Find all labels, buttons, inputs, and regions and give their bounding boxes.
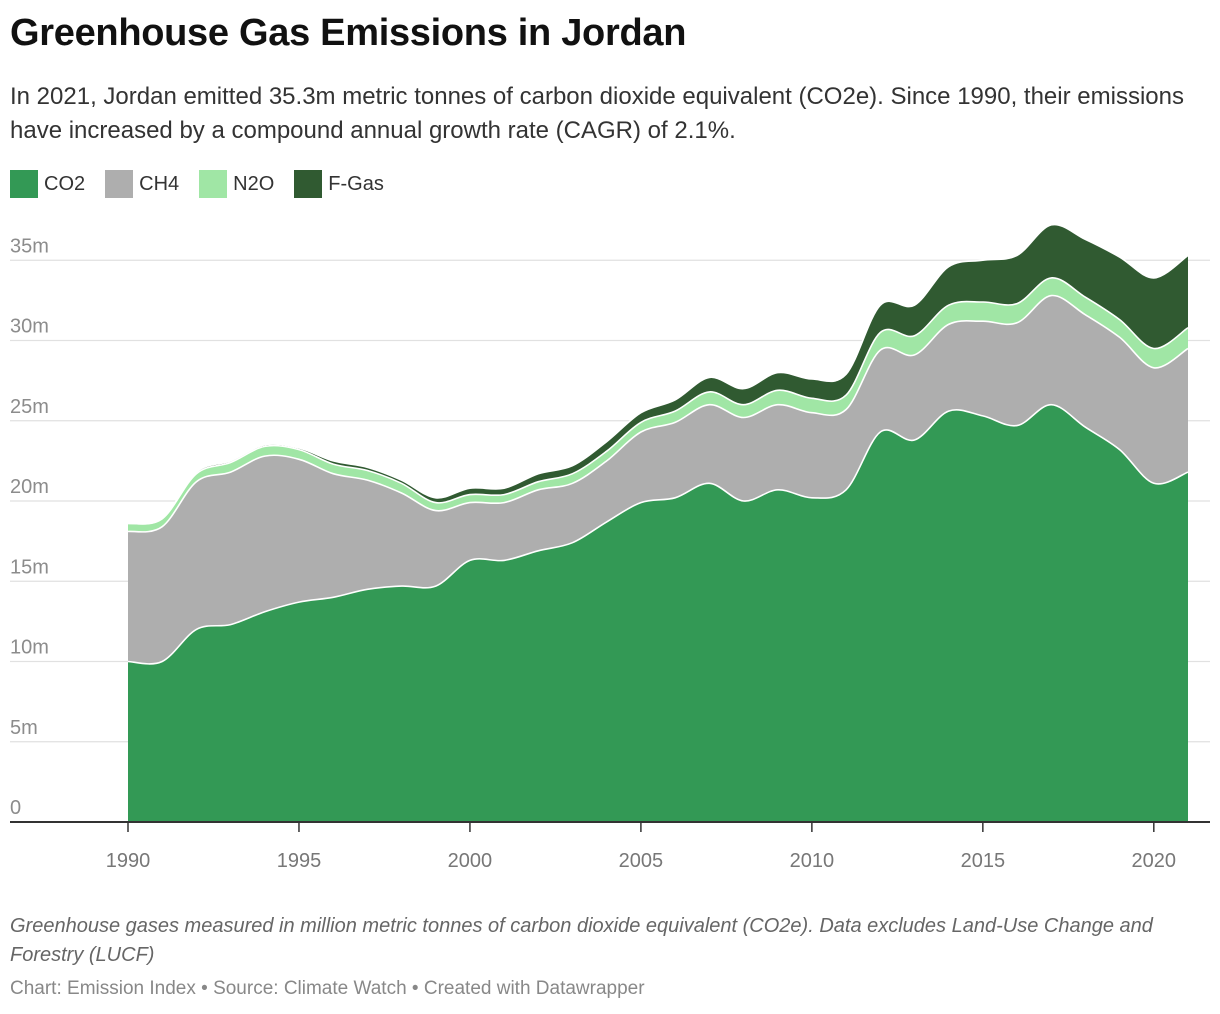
legend-item-fgas: F-Gas	[294, 170, 384, 198]
area-co2	[128, 404, 1188, 822]
area-chart: 0 5m 10m 15m 20m 25m 30m 35m 1990 1995 2000 2005 201…	[10, 223, 1210, 872]
y-tick-label: 20m	[10, 476, 49, 498]
y-tick-label: 0	[10, 797, 21, 819]
legend-swatch-co2	[10, 170, 38, 198]
y-axis-labels: 0 5m 10m 15m 20m 25m 30m 35m	[10, 235, 49, 819]
x-tick-label: 2000	[448, 850, 493, 872]
x-tick-label: 2020	[1132, 850, 1177, 872]
area-fgas	[128, 224, 1188, 524]
area-ch4	[128, 295, 1188, 664]
area-series	[128, 224, 1188, 822]
legend-swatch-ch4	[105, 170, 134, 198]
separator-ch4	[127, 294, 1189, 533]
x-tick-label: 1995	[277, 850, 322, 872]
area-n2o	[128, 277, 1188, 532]
legend-swatch-n2o	[199, 170, 228, 198]
y-tick-label: 5m	[10, 717, 38, 739]
chart-notes: Greenhouse gases measured in million met…	[10, 915, 1153, 966]
y-tick-label: 30m	[10, 316, 49, 338]
y-tick-label: 25m	[10, 396, 49, 418]
x-tick-label: 2005	[619, 850, 664, 872]
legend-item-ch4: CH4	[105, 170, 179, 198]
legend-label-fgas: F-Gas	[328, 172, 384, 195]
legend-swatch-fgas	[294, 170, 323, 198]
legend: CO2 CH4 N2O F-Gas	[10, 170, 404, 198]
separator-co2	[127, 403, 1189, 665]
layer-separators	[127, 223, 1189, 665]
legend-item-co2: CO2	[10, 170, 85, 198]
legend-item-n2o: N2O	[199, 170, 274, 198]
y-tick-label: 35m	[10, 235, 49, 257]
legend-label-n2o: N2O	[233, 172, 275, 195]
x-axis-labels: 1990 1995 2000 2005 2010 2015 2020	[106, 822, 1176, 872]
legend-label-co2: CO2	[44, 172, 86, 195]
x-tick-label: 2010	[790, 850, 835, 872]
chart-subtitle: In 2021, Jordan emitted 35.3m metric ton…	[10, 83, 1184, 144]
legend-label-ch4: CH4	[139, 172, 180, 195]
x-tick-label: 1990	[106, 850, 151, 872]
chart-byline: Chart: Emission Index • Source: Climate …	[10, 978, 645, 999]
x-tick-label: 2015	[961, 850, 1006, 872]
y-tick-label: 15m	[10, 556, 49, 578]
separator-fgas	[127, 223, 1189, 525]
separator-n2o	[127, 277, 1189, 525]
chart-title: Greenhouse Gas Emissions in Jordan	[10, 12, 687, 54]
y-tick-label: 10m	[10, 637, 49, 659]
